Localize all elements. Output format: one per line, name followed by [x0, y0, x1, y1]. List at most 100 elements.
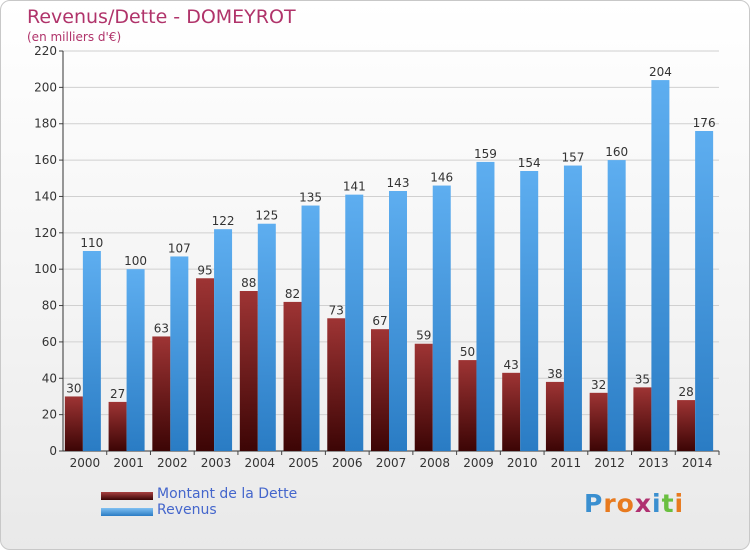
bar-revenus [476, 161, 495, 451]
bar-dette [239, 291, 258, 451]
data-label-dette: 27 [110, 387, 125, 401]
x-tick-label: 2007 [376, 456, 407, 470]
data-label-revenus: 159 [474, 147, 497, 161]
legend-swatch-revenus [101, 508, 153, 516]
data-label-dette: 59 [416, 329, 431, 343]
bar-dette [414, 343, 433, 451]
x-tick-label: 2004 [245, 456, 276, 470]
bar-dette [545, 381, 564, 451]
data-label-dette: 63 [154, 321, 169, 335]
x-tick-label: 2002 [157, 456, 188, 470]
y-tick-label: 140 [34, 189, 57, 203]
y-tick-label: 100 [34, 262, 57, 276]
x-tick-label: 2000 [70, 456, 101, 470]
bar-revenus [126, 269, 145, 451]
x-tick-label: 2009 [463, 456, 494, 470]
bar-revenus [520, 171, 539, 451]
y-tick-label: 0 [49, 444, 57, 458]
data-label-revenus: 135 [299, 191, 322, 205]
x-tick-label: 2013 [638, 456, 669, 470]
data-label-dette: 30 [66, 381, 81, 395]
data-label-revenus: 204 [649, 65, 672, 79]
bar-dette [152, 336, 171, 451]
bar-revenus [345, 194, 364, 452]
data-label-dette: 43 [504, 358, 519, 372]
x-tick-label: 2012 [594, 456, 625, 470]
proxiti-logo: Proxiti [584, 489, 684, 518]
bar-revenus [214, 229, 233, 451]
bar-dette [633, 387, 652, 451]
x-tick-label: 2006 [332, 456, 363, 470]
bar-revenus [389, 191, 407, 451]
bar-dette [108, 401, 127, 451]
y-tick-label: 180 [34, 117, 57, 131]
x-tick-label: 2005 [288, 456, 319, 470]
x-tick-label: 2010 [507, 456, 538, 470]
bar-revenus [563, 165, 582, 451]
data-label-dette: 95 [197, 263, 212, 277]
data-label-revenus: 146 [430, 171, 453, 185]
logo-letter: x [634, 489, 652, 518]
data-label-revenus: 143 [387, 176, 410, 190]
y-tick-label: 220 [34, 44, 57, 58]
bar-revenus [257, 223, 276, 451]
data-label-revenus: 107 [168, 241, 191, 255]
bar-revenus [82, 251, 101, 451]
data-label-dette: 35 [635, 372, 650, 386]
y-tick-label: 60 [42, 335, 57, 349]
bar-revenus [651, 80, 670, 451]
bar-dette [327, 318, 346, 451]
logo-letter: o [616, 489, 635, 518]
y-tick-label: 120 [34, 226, 57, 240]
data-label-revenus: 176 [693, 116, 716, 130]
logo-letter: P [584, 489, 604, 518]
logo-letter: i [674, 489, 685, 518]
data-label-dette: 73 [329, 303, 344, 317]
legend-label-dette: Montant de la Dette [157, 486, 298, 502]
legend-label-revenus: Revenus [157, 502, 217, 518]
bar-dette [502, 372, 521, 451]
data-label-revenus: 157 [561, 151, 584, 165]
data-label-dette: 88 [241, 276, 256, 290]
bar-dette [371, 329, 389, 451]
bar-dette [589, 392, 608, 451]
chart-subtitle: (en milliers d'€) [27, 30, 122, 44]
data-label-revenus: 110 [80, 236, 103, 250]
bar-dette [677, 400, 696, 451]
y-tick-label: 20 [42, 408, 57, 422]
chart-title: Revenus/Dette - DOMEYROT [27, 6, 296, 28]
data-label-dette: 38 [547, 367, 562, 381]
bar-dette [196, 278, 215, 451]
x-tick-label: 2008 [419, 456, 450, 470]
data-label-dette: 67 [372, 314, 387, 328]
data-label-revenus: 160 [605, 145, 628, 159]
data-label-revenus: 100 [124, 254, 147, 268]
bar-revenus [607, 160, 626, 451]
x-tick-label: 2003 [201, 456, 232, 470]
x-tick-label: 2011 [551, 456, 582, 470]
logo-letter: i [652, 489, 662, 518]
bar-dette [458, 360, 477, 451]
data-label-revenus: 122 [212, 214, 235, 228]
data-label-dette: 50 [460, 345, 475, 359]
y-tick-label: 160 [34, 153, 57, 167]
x-tick-label: 2014 [682, 456, 713, 470]
bar-revenus [301, 205, 320, 451]
data-label-dette: 28 [678, 385, 693, 399]
bar-revenus [432, 185, 451, 451]
legend-swatch-dette [101, 492, 153, 500]
logo-letter: t [661, 489, 675, 518]
logo-letter: r [603, 489, 617, 518]
bar-revenus [170, 256, 189, 451]
bar-dette [283, 301, 302, 451]
data-label-revenus: 141 [343, 180, 366, 194]
data-label-dette: 82 [285, 287, 300, 301]
data-label-revenus: 154 [518, 156, 541, 170]
data-label-revenus: 125 [255, 209, 278, 223]
data-label-dette: 32 [591, 378, 606, 392]
bar-dette [64, 396, 83, 451]
y-tick-label: 80 [42, 299, 57, 313]
x-tick-label: 2001 [113, 456, 144, 470]
